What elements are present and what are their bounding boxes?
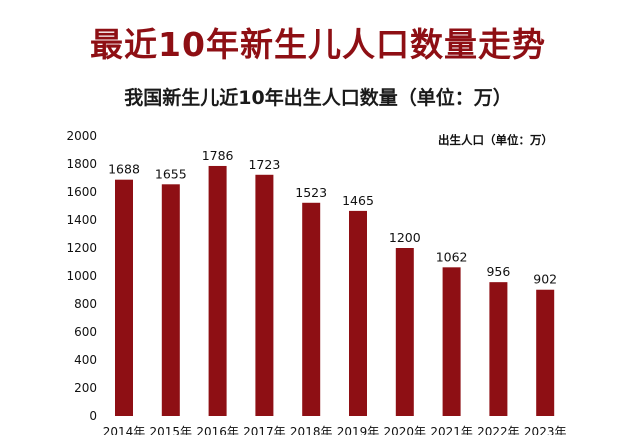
- y-tick-label: 2000: [66, 129, 97, 143]
- page-title: 最近10年新生儿人口数量走势: [90, 25, 546, 64]
- y-tick-label: 600: [74, 325, 97, 339]
- x-tick-label: 2022年: [477, 425, 520, 435]
- data-label: 902: [533, 272, 557, 287]
- y-tick-label: 1600: [66, 185, 97, 199]
- data-label: 1465: [342, 193, 374, 208]
- x-tick-label: 2020年: [384, 425, 427, 435]
- bar: [302, 202, 321, 416]
- data-label: 1723: [248, 157, 280, 172]
- y-tick-label: 800: [74, 297, 97, 311]
- y-tick-label: 400: [74, 353, 97, 367]
- bar: [161, 184, 180, 416]
- x-tick-label: 2019年: [337, 425, 380, 435]
- y-tick-label: 200: [74, 381, 97, 395]
- y-tick-label: 1200: [66, 241, 97, 255]
- x-tick-label: 2016年: [196, 425, 239, 435]
- data-label: 1655: [155, 166, 187, 181]
- bar: [489, 282, 508, 416]
- bar: [208, 165, 227, 416]
- chart-legend: 出生人口（单位：万）: [438, 133, 553, 147]
- bar: [115, 179, 133, 416]
- chart-subtitle: 我国新生儿近10年出生人口数量（单位：万）: [124, 87, 512, 109]
- y-axis: 0 200 400 600 800 1000 1200 1400 1600 1800 2000: [66, 129, 97, 423]
- y-tick-label: 1400: [66, 213, 97, 227]
- data-label: 1688: [108, 162, 140, 177]
- y-tick-label: 0: [89, 409, 97, 423]
- bar: [395, 248, 414, 416]
- data-label: 1523: [295, 185, 327, 200]
- bar: [255, 174, 274, 416]
- bar: [349, 210, 367, 416]
- data-label: 1062: [436, 249, 468, 264]
- y-tick-label: 1000: [66, 269, 97, 283]
- bar: [442, 267, 461, 416]
- x-tick-label: 2023年: [524, 425, 567, 435]
- x-tick-label: 2018年: [290, 425, 333, 435]
- x-tick-label: 2017年: [243, 425, 286, 435]
- data-label: 1200: [389, 230, 421, 245]
- x-tick-label: 2015年: [150, 425, 193, 435]
- x-tick-label: 2014年: [103, 425, 146, 435]
- data-label: 956: [486, 264, 510, 279]
- y-tick-label: 1800: [66, 157, 97, 171]
- x-axis-labels: 2014年 2015年 2016年 2017年 2018年 2019年 2020年 2021年…: [103, 425, 567, 435]
- bar-series: [115, 165, 555, 416]
- x-tick-label: 2021年: [430, 425, 473, 435]
- bar: [536, 289, 555, 416]
- data-labels: 1688 1655 1786 1723 1523 1465 1200 1062 956 902: [108, 148, 557, 287]
- data-label: 1786: [202, 148, 234, 163]
